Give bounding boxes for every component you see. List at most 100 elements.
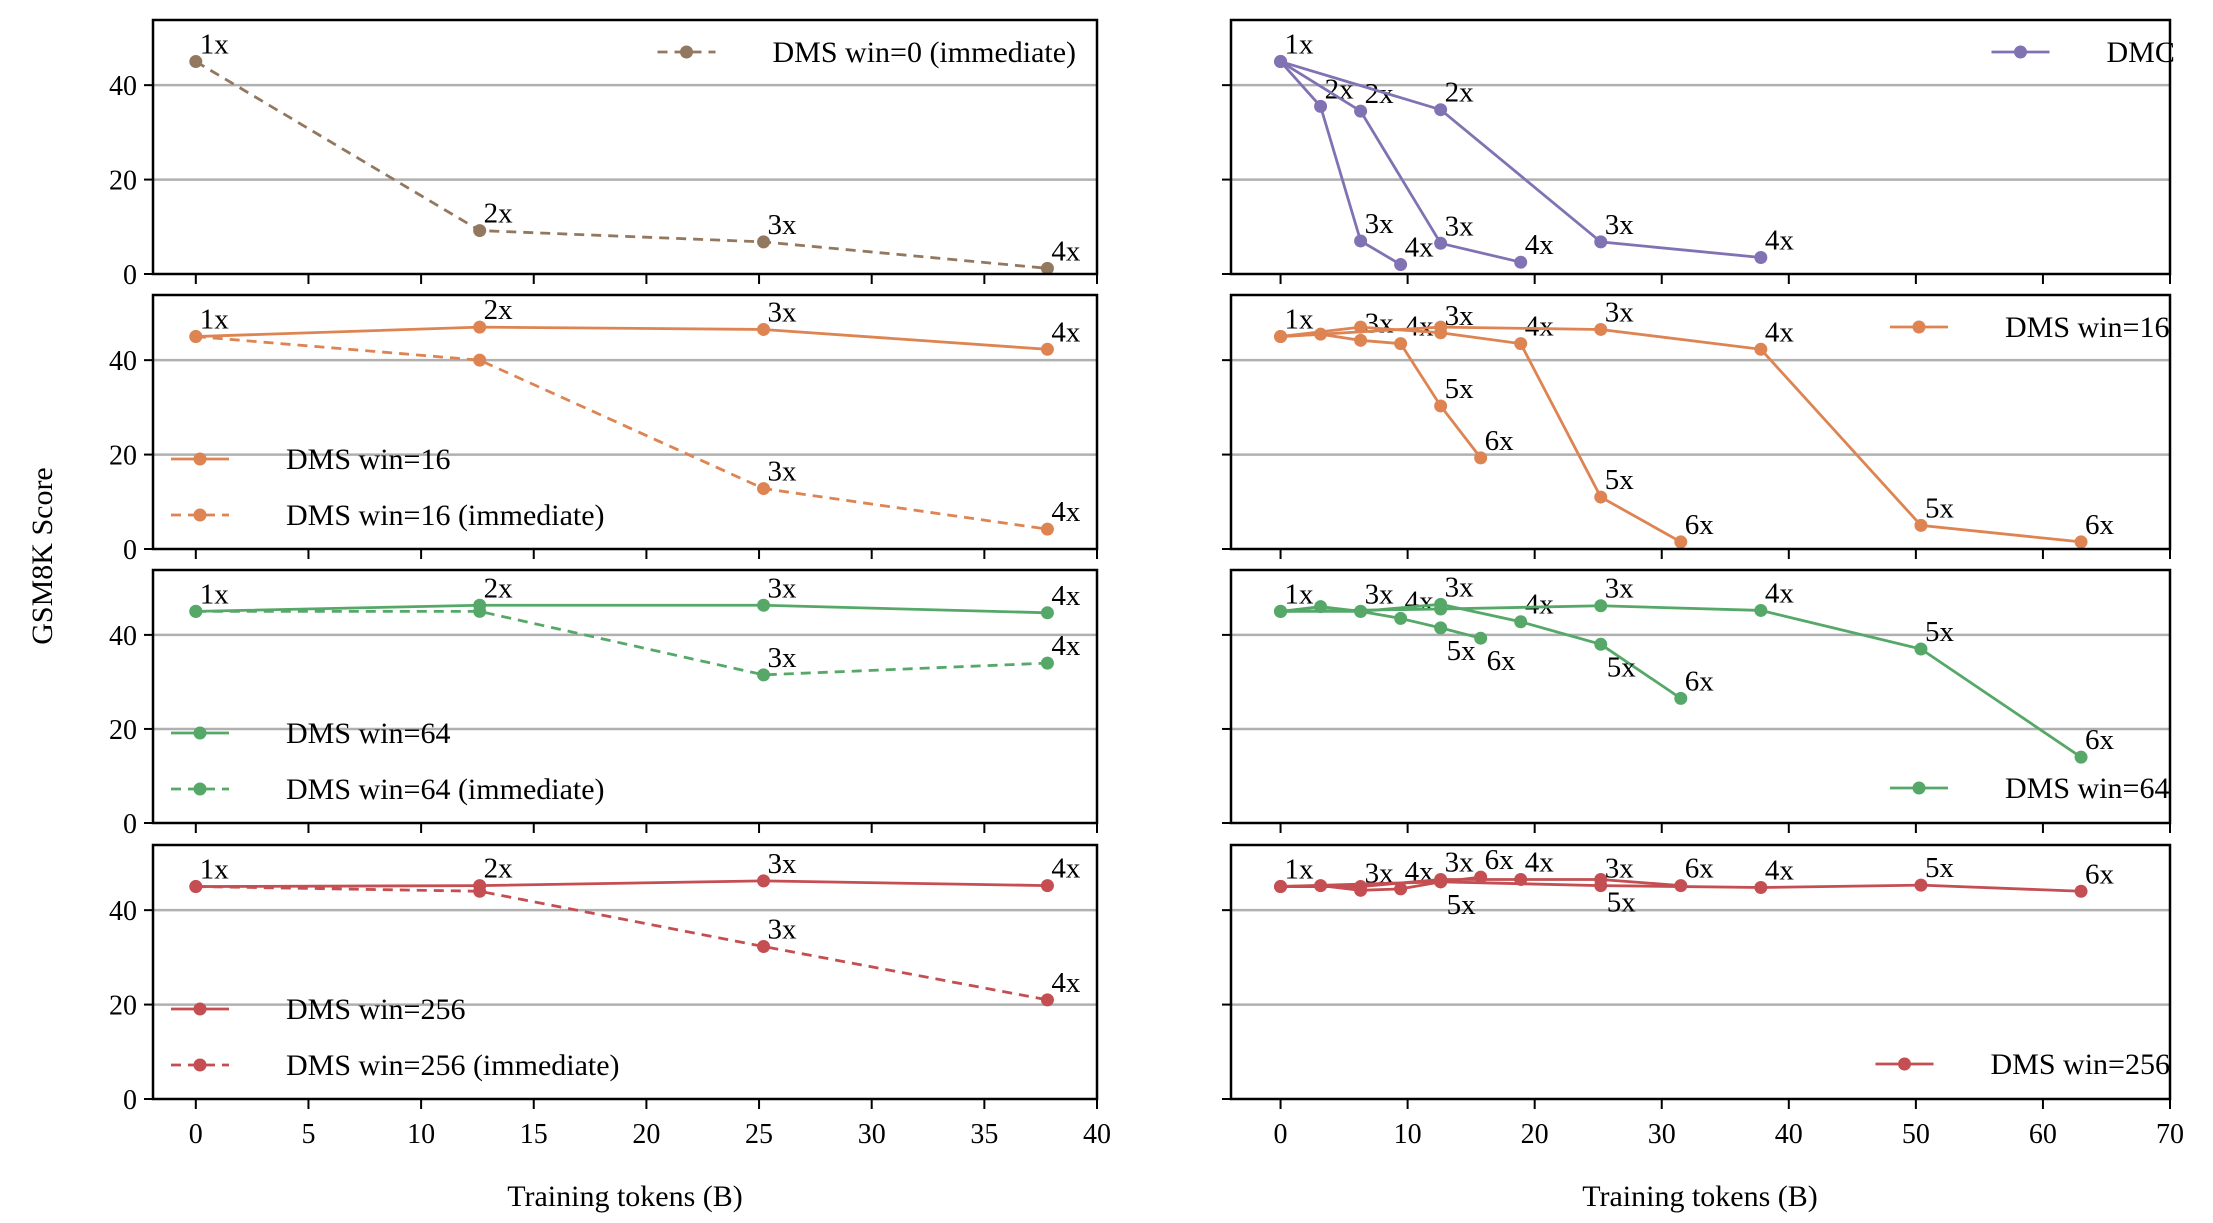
point-label: 6x: [1685, 509, 1715, 541]
data-point: [757, 598, 771, 612]
point-label: 6x: [1487, 645, 1517, 677]
series-line: [1280, 325, 1682, 544]
data-point: [189, 55, 203, 69]
data-point: [1754, 880, 1768, 894]
panel-left-2: 0 20 40 1x 2x 3x 4x DMS win=64 3x 4x DMS win=64 (i…: [109, 568, 1099, 840]
data-point: [1754, 342, 1768, 356]
legend-marker: [193, 452, 207, 466]
data-point: [1040, 342, 1054, 356]
point-label: 3x: [768, 642, 798, 674]
x-tick-label: 25: [745, 1119, 773, 1150]
legend-entry: DMS win=256: [1875, 1048, 2170, 1081]
x-axis-label-right: Training tokens (B): [1582, 1180, 1818, 1213]
data-point: [1354, 333, 1368, 347]
y-tick-label: 40: [109, 621, 137, 652]
y-tick-label: 0: [123, 535, 137, 566]
legend-marker: [193, 1058, 207, 1072]
panel-right-2: 1x 3x 4x 5x 6x 3x 4x 5x 6x 3x 4x 5x 6x DMS win=64: [1222, 568, 2172, 833]
point-label: 6x: [1485, 844, 1515, 876]
point-label: 4x: [1765, 854, 1795, 886]
x-tick-label: 40: [1083, 1119, 1111, 1150]
legend-marker: [1898, 1057, 1911, 1071]
point-label: 4x: [1525, 311, 1555, 343]
data-point: [1434, 236, 1448, 250]
data-point: [1594, 235, 1608, 249]
data-point: [1394, 258, 1408, 272]
legend-label: DMS win=256: [286, 993, 465, 1026]
data-point: [757, 322, 771, 336]
data-point: [1674, 535, 1688, 549]
series-line: [195, 609, 1048, 677]
point-label: 3x: [768, 848, 798, 880]
legend-entry: DMS win=16 (immediate): [171, 499, 605, 532]
data-point: [1754, 603, 1768, 617]
series-line: [195, 335, 1048, 531]
legend-label: DMS win=0 (immediate): [773, 36, 1077, 69]
point-label: 6x: [2085, 724, 2115, 756]
data-point: [1434, 103, 1448, 117]
x-tick-label: 60: [2029, 1119, 2057, 1150]
data-point: [1914, 642, 1928, 656]
point-label: 6x: [1685, 853, 1715, 885]
legend-label: DMS win=16 (immediate): [286, 499, 605, 532]
y-axis-label: GSM8K Score: [26, 467, 59, 645]
y-tick-label: 40: [109, 71, 137, 102]
point-label: 1x: [1285, 29, 1315, 61]
x-tick-label: 50: [1902, 1119, 1930, 1150]
data-point: [189, 330, 203, 344]
series-line: [195, 60, 1048, 270]
point-label: 5x: [1607, 651, 1637, 683]
legend-marker: [2014, 45, 2027, 59]
axes-frame: [151, 293, 1099, 551]
data-point: [1274, 330, 1288, 344]
x-tick-label: 35: [970, 1119, 998, 1150]
legend-marker: [1912, 781, 1926, 795]
point-label: 3x: [768, 572, 798, 604]
x-tick-label: 30: [1648, 1119, 1676, 1150]
legend-label: DMS win=16: [2005, 311, 2169, 344]
legend-entry: DMS win=64: [171, 717, 450, 750]
point-label: 4x: [1765, 316, 1795, 348]
data-point: [1394, 611, 1408, 625]
point-label: 5x: [1447, 889, 1477, 921]
point-label: 5x: [1447, 635, 1477, 667]
data-point: [1040, 879, 1054, 893]
legend-entry: DMS win=64: [1890, 772, 2169, 805]
data-point: [1040, 606, 1054, 620]
series-line: [1279, 60, 1522, 264]
point-label: 1x: [1285, 854, 1315, 886]
point-label: 5x: [1605, 464, 1635, 496]
x-tick-label: 10: [407, 1119, 435, 1150]
point-label: 4x: [1525, 229, 1555, 261]
x-tick-label: 15: [520, 1119, 548, 1150]
legend-marker: [1912, 320, 1926, 334]
data-point: [189, 880, 203, 894]
legend-marker: [193, 508, 207, 522]
data-point: [1914, 518, 1928, 532]
data-point: [1474, 631, 1488, 645]
series-line: [195, 879, 1048, 888]
series-line: [1280, 605, 1482, 640]
series-line: [1280, 60, 1761, 259]
y-tick-label: 40: [109, 896, 137, 927]
point-label: 5x: [1925, 852, 1955, 884]
data-point: [189, 604, 203, 618]
point-label: 2x: [484, 853, 514, 885]
data-point: [2074, 535, 2088, 549]
series-line: [1280, 325, 2082, 544]
point-label: 4x: [1051, 235, 1081, 267]
point-label: 1x: [200, 304, 230, 336]
data-point: [1394, 337, 1408, 351]
data-point: [1274, 604, 1288, 618]
panel-left-1: 0 20 40 1x 2x 3x 4x DMS win=16 3x 4x DMS win=16 (i…: [109, 293, 1099, 566]
x-tick-label: 20: [1521, 1119, 1549, 1150]
data-point: [1514, 615, 1528, 629]
point-label: 4x: [1051, 316, 1081, 348]
data-point: [1434, 602, 1448, 616]
point-label: 3x: [768, 456, 798, 488]
legend-label: DMS win=256: [1991, 1048, 2170, 1081]
panel-left-3: 0 20 40 0 5 10 15 20 25 30 35 40 1x 2x 3x 4x DMS win=256…: [109, 843, 1111, 1150]
